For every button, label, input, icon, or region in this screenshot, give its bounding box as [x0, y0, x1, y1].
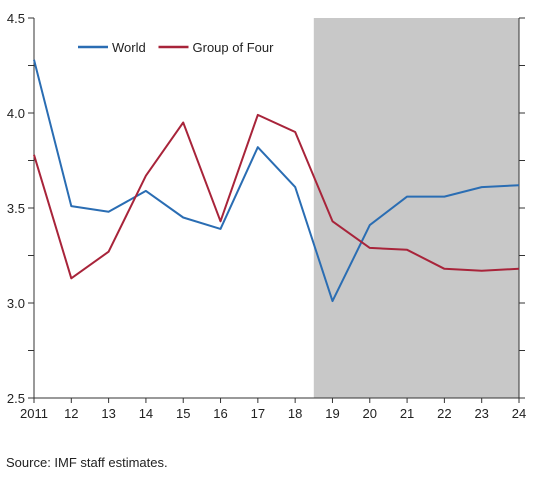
x-tick-label: 24 — [512, 406, 526, 421]
legend-label-group-of-four: Group of Four — [193, 40, 275, 55]
y-tick-label: 3.0 — [7, 296, 25, 311]
x-tick-label: 23 — [474, 406, 488, 421]
x-tick-label: 22 — [437, 406, 451, 421]
legend-label-world: World — [112, 40, 146, 55]
x-tick-label: 18 — [288, 406, 302, 421]
series-line-group-of-four — [33, 113, 520, 280]
projection-shading — [313, 18, 519, 398]
series-line-world — [33, 59, 520, 303]
x-tick-label: 16 — [213, 406, 227, 421]
x-tick-label: 15 — [176, 406, 190, 421]
y-tick-label: 2.5 — [7, 391, 25, 406]
x-tick-label: 14 — [139, 406, 153, 421]
source-note: Source: IMF staff estimates. — [6, 455, 168, 470]
x-tick-label: 2011 — [20, 406, 48, 421]
x-tick-label: 20 — [363, 406, 377, 421]
y-tick-label: 4.0 — [7, 106, 25, 121]
x-tick-label: 12 — [64, 406, 78, 421]
x-tick-label: 17 — [251, 406, 265, 421]
x-tick-label: 19 — [325, 406, 339, 421]
x-tick-label: 13 — [101, 406, 115, 421]
x-tick-label: 21 — [400, 406, 414, 421]
y-tick-label: 4.5 — [7, 11, 25, 26]
y-tick-label: 3.5 — [7, 201, 25, 216]
